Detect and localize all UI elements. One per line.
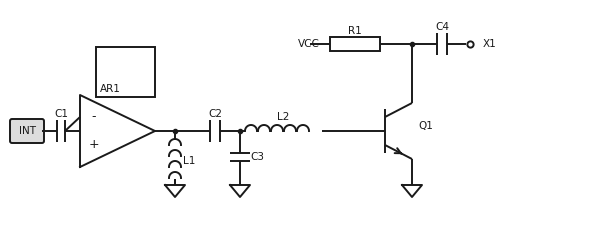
FancyBboxPatch shape: [10, 119, 44, 143]
Text: INT: INT: [18, 126, 36, 136]
Text: C4: C4: [435, 22, 449, 32]
Text: X1: X1: [483, 39, 497, 49]
Bar: [330, 37, 380, 51]
Text: VCC: VCC: [298, 39, 320, 49]
Text: Q1: Q1: [418, 121, 433, 131]
Text: AR1: AR1: [99, 84, 120, 94]
Text: -: -: [92, 110, 96, 124]
Text: C2: C2: [208, 109, 222, 119]
Text: L1: L1: [183, 156, 195, 166]
Text: R1: R1: [348, 26, 362, 36]
Text: C3: C3: [250, 152, 264, 162]
Text: +: +: [89, 138, 99, 152]
Text: L2: L2: [277, 112, 290, 122]
Bar: [96, 47, 155, 97]
Text: C1: C1: [54, 109, 68, 119]
